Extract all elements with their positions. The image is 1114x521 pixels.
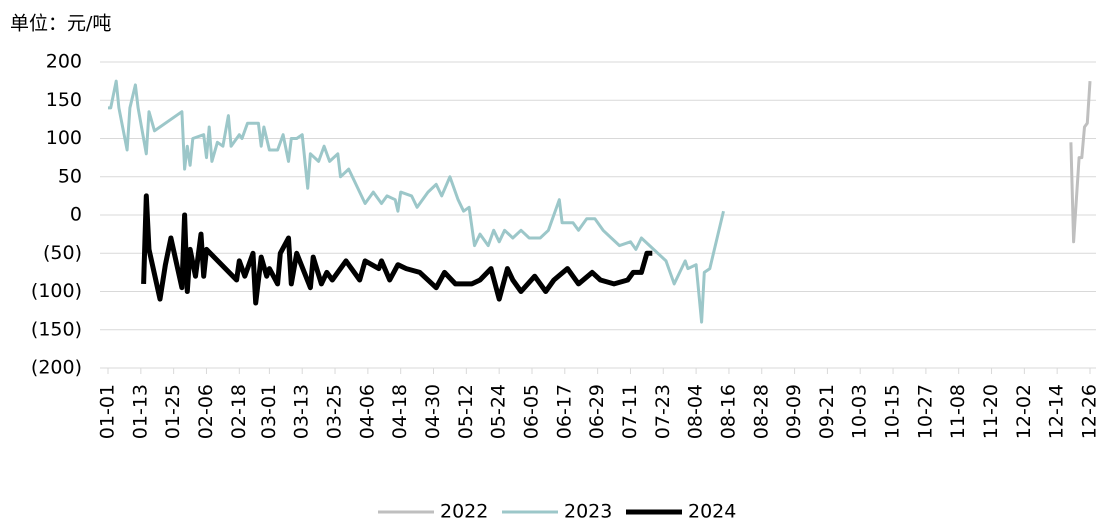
x-tick-label: 05-24 [488, 384, 510, 439]
x-tick-label: 10-03 [849, 384, 871, 439]
x-tick-label: 06-17 [553, 384, 575, 439]
x-tick-label: 01-01 [97, 384, 119, 439]
x-tick-label: 07-23 [652, 384, 674, 439]
x-tick-label: 11-20 [980, 384, 1002, 439]
x-tick-label: 08-16 [717, 384, 739, 439]
line-series [141, 193, 653, 306]
x-tick-label: 03-01 [258, 384, 280, 439]
x-tick-label: 09-09 [783, 384, 805, 439]
x-tick-label: 12-26 [1079, 384, 1101, 439]
x-tick-label: 03-13 [291, 384, 313, 439]
x-tick-label: 01-25 [162, 384, 184, 439]
y-tick-label: (50) [43, 242, 82, 264]
x-tick-label: 06-05 [520, 384, 542, 439]
x-tick-label: 09-21 [816, 384, 838, 439]
y-tick-label: 0 [70, 204, 82, 226]
x-tick-label: 04-06 [356, 384, 378, 439]
x-tick-label: 02-06 [195, 384, 217, 439]
y-axis-unit: 单位：元/吨 [10, 13, 111, 35]
x-tick-label: 12-02 [1013, 384, 1035, 439]
legend-label: 2022 [440, 501, 488, 521]
y-tick-label: (200) [31, 357, 82, 379]
x-tick-label: 01-13 [129, 384, 151, 439]
y-tick-label: 100 [46, 127, 82, 149]
y-tick-label: 50 [58, 165, 82, 187]
legend-label: 2023 [564, 501, 612, 521]
x-tick-label: 11-08 [947, 384, 969, 439]
x-tick-label: 02-18 [228, 384, 250, 439]
x-tick-label: 04-30 [422, 384, 444, 439]
x-tick-label: 12-14 [1046, 384, 1068, 439]
line-series [1069, 81, 1092, 244]
x-tick-label: 10-15 [882, 384, 904, 439]
x-tick-label: 08-28 [750, 384, 772, 439]
x-tick-label: 07-11 [619, 384, 641, 439]
line-series [108, 79, 725, 324]
y-tick-label: 150 [46, 89, 82, 111]
x-tick-label: 05-12 [455, 384, 477, 439]
y-tick-label: 200 [46, 51, 82, 73]
x-tick-label: 10-27 [914, 384, 936, 439]
legend-label: 2024 [688, 501, 736, 521]
x-tick-label: 08-04 [685, 384, 707, 439]
x-tick-label: 06-29 [586, 384, 608, 439]
x-tick-label: 03-25 [324, 384, 346, 439]
y-tick-label: (100) [31, 280, 82, 302]
x-tick-label: 04-18 [389, 384, 411, 439]
y-tick-label: (150) [31, 318, 82, 340]
